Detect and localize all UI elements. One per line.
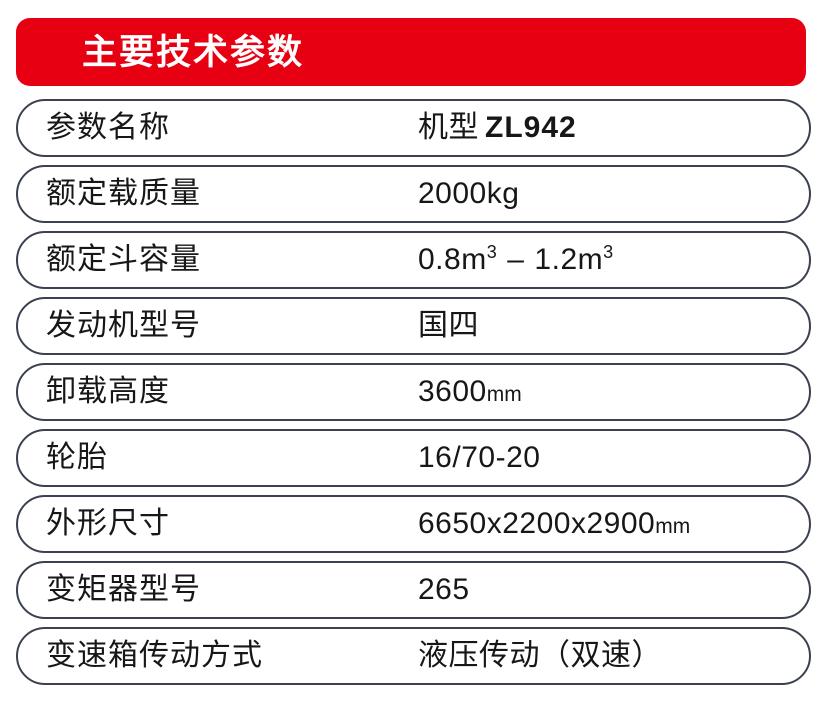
row-label: 额定载质量 (46, 177, 201, 210)
dump-height-number: 3600 (418, 375, 487, 408)
row-label: 额定斗容量 (46, 243, 201, 276)
table-row: 额定斗容量 0.8m3–1.2m3 (16, 231, 811, 289)
row-label: 变速箱传动方式 (46, 639, 263, 672)
row-value: 3600mm (418, 377, 809, 407)
row-value: 国四 (418, 309, 479, 342)
capacity-min: 0.8 (418, 243, 462, 276)
row-value: 液压传动（双速） (418, 639, 662, 672)
table-row: 额定载质量 2000kg (16, 165, 811, 223)
model-prefix: 机型 (418, 111, 479, 144)
table-row: 发动机型号 国四 (16, 297, 811, 355)
dimensions-number: 6650x2200x2900 (418, 507, 656, 540)
row-value: 2000kg (418, 177, 520, 210)
banner-title: 主要技术参数 (82, 32, 305, 72)
row-value: 机型 ZL942 (418, 113, 809, 143)
capacity-unit-max: m3 (577, 242, 614, 276)
table-row: 变速箱传动方式 液压传动（双速） (16, 627, 811, 685)
dimensions-unit: mm (655, 515, 691, 538)
row-label: 外形尺寸 (46, 507, 170, 540)
capacity-max: 1.2 (534, 243, 578, 276)
row-label: 发动机型号 (46, 309, 201, 342)
row-value: 16/70-20 (418, 441, 541, 474)
range-separator: – (507, 243, 525, 276)
row-value: 265 (418, 573, 470, 606)
table-row: 变矩器型号 265 (16, 561, 811, 619)
row-value: 0.8m3–1.2m3 (418, 242, 809, 276)
table-row: 卸载高度 3600mm (16, 363, 811, 421)
dump-height-unit: mm (486, 383, 522, 406)
model-code: ZL942 (485, 111, 577, 144)
row-label: 轮胎 (46, 441, 108, 474)
table-row: 外形尺寸 6650x2200x2900mm (16, 495, 811, 553)
row-value: 6650x2200x2900mm (418, 509, 809, 539)
spec-table: 参数名称 机型 ZL942 额定载质量 2000kg 额定斗容量 0.8m3–1.… (16, 99, 811, 685)
row-label: 卸载高度 (46, 375, 170, 408)
table-row: 参数名称 机型 ZL942 (16, 99, 811, 157)
section-banner: 主要技术参数 (16, 18, 806, 86)
capacity-unit-min: m3 (461, 242, 498, 276)
row-label: 变矩器型号 (46, 573, 201, 606)
table-row: 轮胎 16/70-20 (16, 429, 811, 487)
row-label: 参数名称 (46, 111, 170, 144)
